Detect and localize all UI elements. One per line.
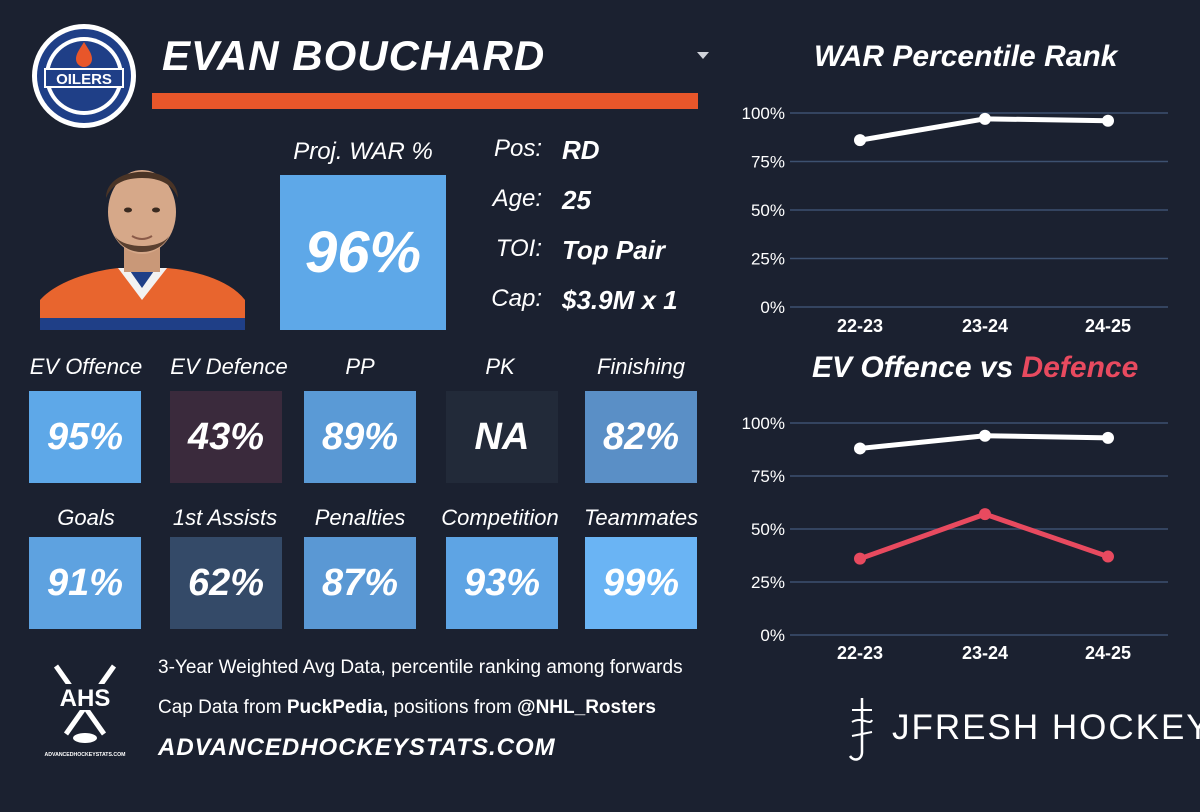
footer-text: Cap Data from — [158, 697, 287, 718]
info-row-age: Age: 25 — [470, 185, 710, 225]
x-tick-label: 22-23 — [837, 643, 883, 663]
x-tick-label: 23-24 — [962, 643, 1008, 663]
info-row-position: Pos: RD — [470, 135, 710, 175]
tile-pk: NA — [446, 391, 558, 483]
data-point — [854, 552, 866, 565]
chevron-down-icon[interactable] — [697, 52, 709, 59]
tile-label-goals: Goals — [57, 505, 115, 530]
info-key: Age: — [492, 185, 542, 212]
puckpedia-link[interactable]: PuckPedia, — [286, 697, 389, 718]
y-tick-label: 25% — [751, 250, 785, 269]
tile-goals: 91% — [29, 537, 141, 629]
footer-note-data: 3-Year Weighted Avg Data, percentile ran… — [158, 657, 683, 678]
info-value: $3.9M x 1 — [562, 285, 678, 315]
data-point — [979, 429, 991, 442]
tile-label-ev-defence: EV Defence — [170, 354, 288, 379]
oilers-logo: OILERS — [32, 24, 136, 128]
info-value: Top Pair — [562, 235, 666, 265]
info-row-cap: Cap: $3.9M x 1 — [470, 285, 710, 325]
info-key: Cap: — [491, 285, 542, 312]
ahs-logo: AHS ADVANCEDHOCKEYSTATS.COM — [45, 664, 126, 758]
y-tick-label: 75% — [751, 153, 785, 172]
chart-title-offence-part: EV Offence vs — [812, 351, 1022, 384]
data-point — [979, 508, 991, 521]
series-line — [857, 511, 1111, 562]
info-value: 25 — [562, 185, 591, 215]
ev-offence-defence-chart: 0% 25% 50% 75% 100% 22-23 23-24 24-25 — [742, 414, 1168, 663]
chart-title-ev: EV Offence vs Defence — [812, 351, 1138, 385]
logo-text: OILERS — [56, 71, 112, 88]
tile-ev-defence: 43% — [170, 391, 282, 483]
jfresh-hockey-brand: JFRESH HOCKEY — [892, 708, 1200, 747]
x-tick-label: 24-25 — [1085, 316, 1131, 336]
y-tick-label: 50% — [751, 201, 785, 220]
ahs-logo-text: AHS — [60, 685, 111, 712]
tile-finishing: 82% — [585, 391, 697, 483]
data-point — [854, 442, 866, 455]
proj-war-label: Proj. WAR % — [293, 138, 433, 165]
war-percentile-chart: 0% 25% 50% 75% 100% 22-23 23-24 24-25 — [742, 104, 1168, 336]
chart-title-defence-part: Defence — [1021, 351, 1139, 384]
tile-1st-assists: 62% — [170, 537, 282, 629]
tile-label-ev-offence: EV Offence — [29, 354, 143, 379]
y-tick-label: 100% — [742, 104, 785, 123]
info-row-toi: TOI: Top Pair — [470, 235, 710, 275]
y-tick-label: 75% — [751, 467, 785, 486]
player-name: EVAN BOUCHARD — [162, 32, 546, 79]
data-point — [979, 112, 991, 125]
footer-note-sources: Cap Data from PuckPedia, positions from … — [158, 697, 656, 719]
y-tick-label: 50% — [751, 520, 785, 539]
player-photo — [40, 170, 245, 330]
data-point — [1102, 114, 1114, 127]
nhl-rosters-link[interactable]: @NHL_Rosters — [517, 697, 656, 718]
x-tick-label: 24-25 — [1085, 643, 1131, 663]
y-tick-label: 0% — [760, 298, 785, 317]
tile-ev-offence: 95% — [29, 391, 141, 483]
info-value: RD — [562, 135, 600, 165]
x-tick-label: 23-24 — [962, 316, 1008, 336]
x-tick-label: 22-23 — [837, 316, 883, 336]
footer-text: positions from — [388, 697, 518, 718]
tile-teammates: 99% — [585, 537, 697, 629]
data-point — [854, 134, 866, 147]
info-key: Pos: — [493, 135, 542, 162]
tile-competition: 93% — [446, 537, 558, 629]
jfresh-logo-icon — [848, 698, 873, 761]
tile-label-competition: Competition — [441, 505, 559, 530]
tile-label-penalties: Penalties — [314, 505, 406, 530]
tile-label-finishing: Finishing — [596, 354, 686, 379]
ahs-logo-subtext: ADVANCEDHOCKEYSTATS.COM — [45, 752, 126, 758]
tile-label-teammates: Teammates — [583, 505, 699, 530]
website-link[interactable]: ADVANCEDHOCKEYSTATS.COM — [158, 734, 556, 761]
tile-label-pk: PK — [485, 354, 515, 379]
info-key: TOI: — [495, 235, 542, 262]
tile-pp: 89% — [304, 391, 416, 483]
y-tick-label: 100% — [742, 414, 785, 433]
name-underline — [152, 93, 698, 109]
tile-label-pp: PP — [345, 354, 375, 379]
data-point — [1102, 431, 1114, 444]
y-tick-label: 0% — [760, 626, 785, 645]
chart-title-war: WAR Percentile Rank — [814, 40, 1118, 73]
tile-label-1st-assists: 1st Assists — [172, 505, 278, 530]
y-tick-label: 25% — [751, 573, 785, 592]
proj-war-value: 96% — [280, 175, 446, 330]
data-point — [1102, 550, 1114, 563]
tile-penalties: 87% — [304, 537, 416, 629]
